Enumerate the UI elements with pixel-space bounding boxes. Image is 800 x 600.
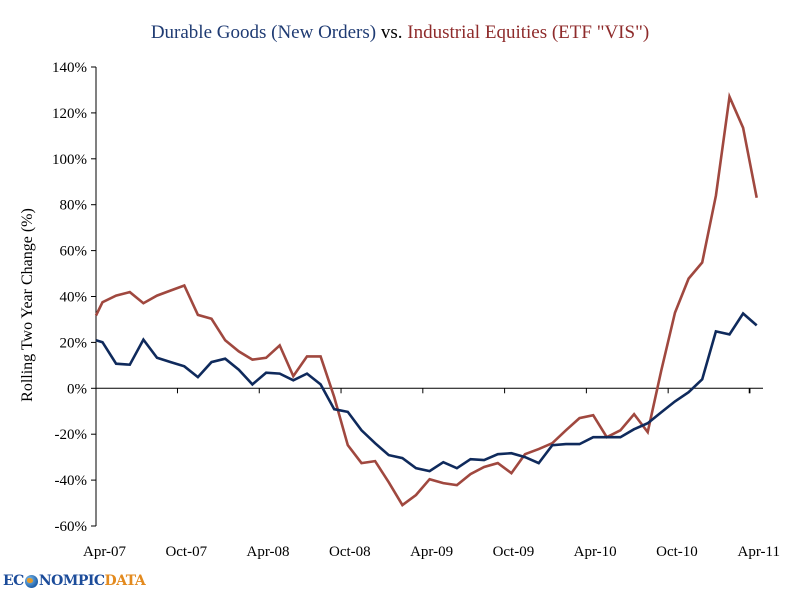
x-tick-label: Apr-11 — [738, 544, 780, 560]
y-tick-label: 120% — [52, 106, 87, 122]
x-tick-label: Apr-08 — [247, 544, 290, 560]
y-axis-title: Rolling Two Year Change (%) — [19, 208, 36, 402]
economicdata-logo: EC NOMPIC DATA — [3, 573, 146, 589]
title-vs: vs. — [376, 22, 407, 43]
x-tick-label: Oct-10 — [656, 544, 698, 560]
y-tick-label: 80% — [60, 198, 88, 214]
x-axis: Apr-07 Oct-07 Apr-08 Oct-08 Apr-09 Oct-09 Apr-… — [83, 387, 780, 560]
y-tick-label: -20% — [55, 427, 88, 443]
logo-text-nompic: NOMPIC — [38, 573, 105, 589]
y-tick-label: 100% — [52, 152, 87, 168]
y-tick-label: 40% — [60, 290, 88, 306]
y-tick-label: 60% — [60, 244, 88, 260]
y-tick-label: 0% — [67, 381, 87, 397]
series-line-industrial-equities — [94, 92, 758, 508]
y-axis: 140% 120% 100% 80% 60% 40% 20% 0% -20% -40% -60% — [52, 60, 97, 535]
x-tick-label: Apr-07 — [83, 544, 127, 560]
logo-text-ec: EC — [3, 573, 24, 589]
y-tick-label: -40% — [55, 473, 88, 489]
x-tick-label: Oct-08 — [329, 544, 371, 560]
y-tick-label: -60% — [55, 519, 88, 535]
x-tick-label: Oct-09 — [493, 544, 535, 560]
series-layer — [94, 92, 758, 508]
x-tick-label: Oct-07 — [165, 544, 207, 560]
globe-icon — [24, 574, 38, 588]
x-tick-label: Apr-09 — [410, 544, 453, 560]
x-tick-label: Apr-10 — [574, 544, 617, 560]
chart-title: Durable Goods (New Orders) vs. Industria… — [151, 22, 649, 43]
logo-text-data: DATA — [104, 573, 146, 589]
title-industrial-equities: Industrial Equities (ETF "VIS") — [407, 22, 649, 43]
y-tick-label: 140% — [52, 60, 87, 76]
series-line-durable-goods — [95, 311, 758, 473]
y-tick-label: 20% — [60, 335, 88, 351]
title-durable-goods: Durable Goods (New Orders) — [151, 22, 376, 43]
